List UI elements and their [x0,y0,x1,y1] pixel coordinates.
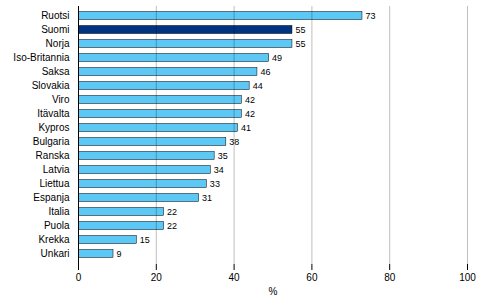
svg-text:22: 22 [167,207,177,217]
svg-text:%: % [269,286,278,297]
svg-text:Ranska: Ranska [36,150,70,161]
svg-text:22: 22 [167,221,177,231]
svg-text:46: 46 [260,67,270,77]
svg-text:Krekka: Krekka [38,234,70,245]
svg-text:35: 35 [218,151,228,161]
svg-text:Liettua: Liettua [39,178,69,189]
svg-text:49: 49 [272,53,282,63]
svg-text:Latvia: Latvia [43,164,70,175]
svg-text:Itävalta: Itävalta [37,108,70,119]
svg-text:41: 41 [241,123,251,133]
svg-text:Suomi: Suomi [41,24,69,35]
svg-text:Norja: Norja [46,38,70,49]
svg-text:55: 55 [295,39,305,49]
svg-text:Ruotsi: Ruotsi [41,10,69,21]
svg-text:Iso-Britannia: Iso-Britannia [13,52,70,63]
svg-text:0: 0 [76,272,82,283]
svg-text:Espanja: Espanja [33,192,70,203]
svg-text:60: 60 [306,272,318,283]
svg-text:42: 42 [245,95,255,105]
svg-text:80: 80 [384,272,396,283]
svg-text:Unkari: Unkari [41,248,70,259]
svg-text:31: 31 [202,193,212,203]
svg-text:73: 73 [365,11,375,21]
svg-text:20: 20 [151,272,163,283]
svg-text:42: 42 [245,109,255,119]
svg-text:34: 34 [214,165,224,175]
svg-text:Slovakia: Slovakia [32,80,70,91]
svg-text:33: 33 [210,179,220,189]
svg-text:Italia: Italia [48,206,70,217]
svg-text:55: 55 [295,25,305,35]
svg-text:Viro: Viro [52,94,70,105]
svg-text:100: 100 [459,272,476,283]
svg-text:9: 9 [117,249,122,259]
svg-text:15: 15 [140,235,150,245]
svg-text:Puola: Puola [44,220,70,231]
svg-text:44: 44 [253,81,263,91]
svg-text:Saksa: Saksa [42,66,70,77]
svg-text:38: 38 [229,137,239,147]
svg-text:Bulgaria: Bulgaria [33,136,70,147]
svg-text:Kypros: Kypros [38,122,69,133]
svg-text:40: 40 [229,272,241,283]
